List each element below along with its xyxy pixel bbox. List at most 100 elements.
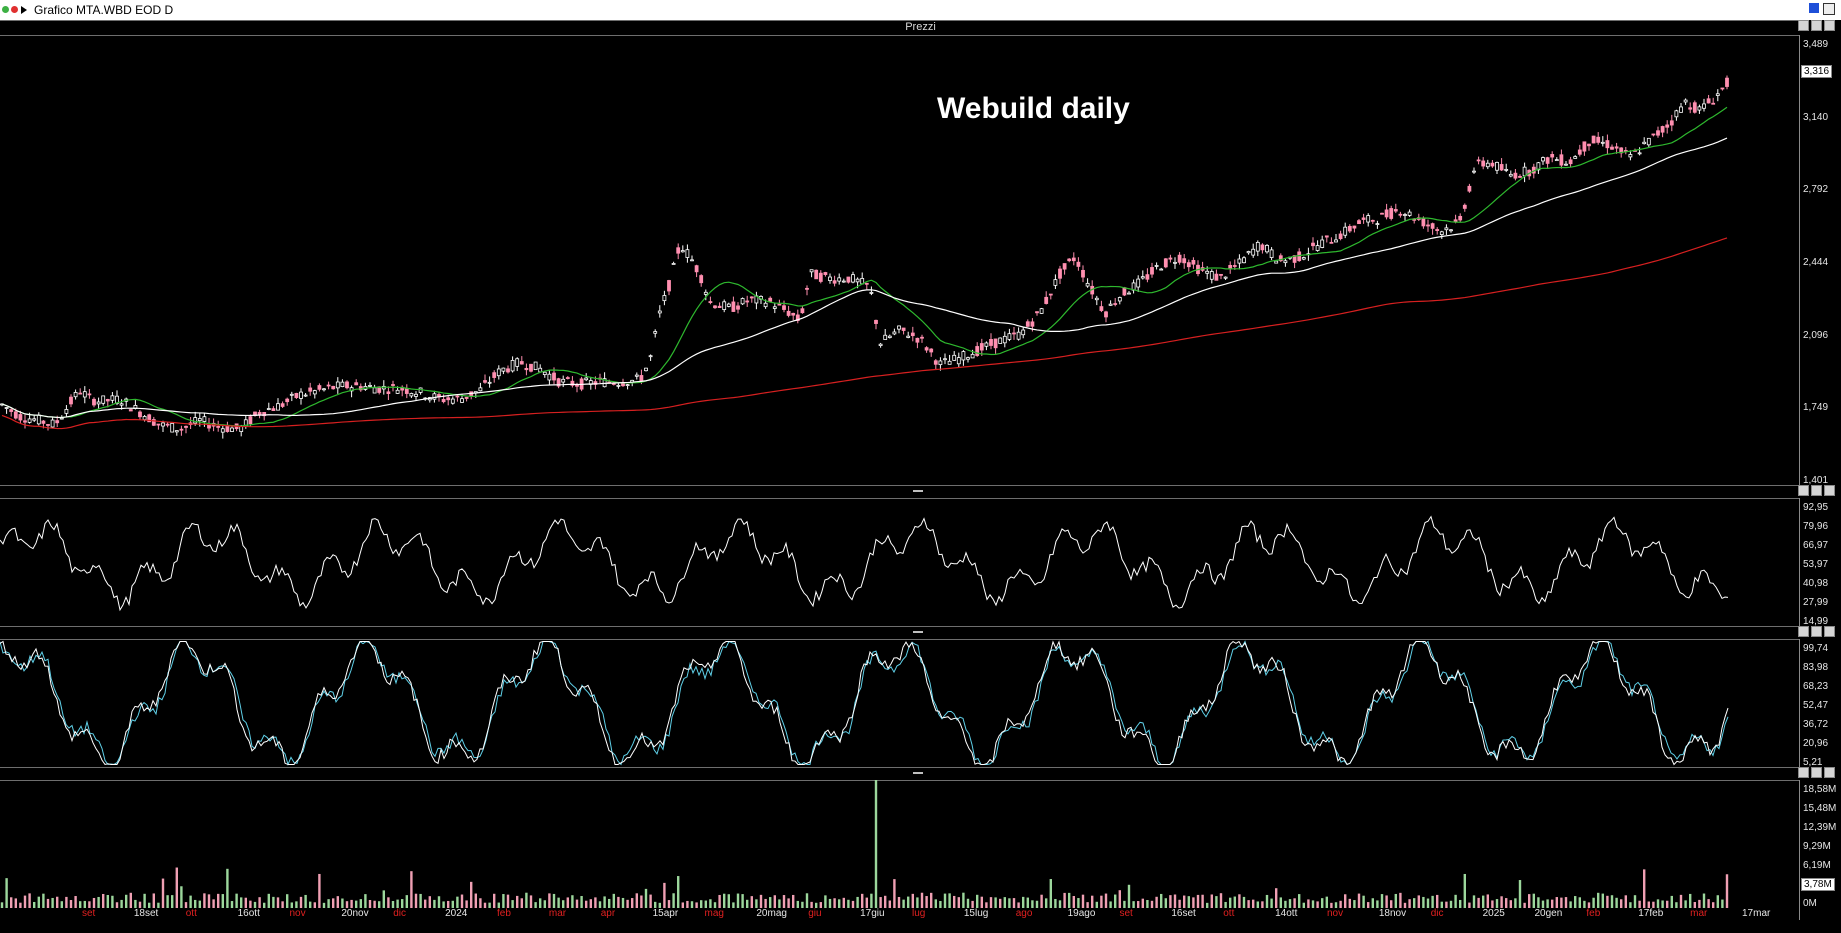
volume-bar bbox=[1486, 894, 1489, 908]
candle-body bbox=[184, 425, 188, 428]
restore-icon[interactable] bbox=[1811, 20, 1822, 31]
candle-body bbox=[910, 332, 915, 337]
close-icon[interactable] bbox=[1824, 20, 1835, 31]
maximize-icon[interactable] bbox=[1823, 3, 1835, 15]
candle-body bbox=[1683, 99, 1688, 103]
volume-bar bbox=[1666, 900, 1669, 908]
price-panel-winbtns-wrap bbox=[1798, 20, 1841, 34]
volume-bar bbox=[939, 901, 942, 908]
volume-plot[interactable] bbox=[0, 780, 1800, 908]
candle-body bbox=[809, 269, 814, 273]
candle-body bbox=[1481, 160, 1486, 167]
panel-separator-icon[interactable] bbox=[913, 631, 923, 633]
volume-bar bbox=[805, 893, 809, 908]
candle-body bbox=[1665, 124, 1670, 128]
minimize-icon[interactable] bbox=[1798, 20, 1809, 31]
restore-icon[interactable] bbox=[1811, 485, 1822, 496]
candle-body bbox=[331, 385, 336, 390]
green-dot-icon[interactable] bbox=[2, 6, 9, 13]
volume-bar bbox=[391, 901, 395, 908]
window-controls[interactable] bbox=[2, 4, 27, 16]
candle-body bbox=[1283, 260, 1288, 264]
volume-bar bbox=[1477, 897, 1480, 908]
candle-body bbox=[9, 409, 14, 412]
candle-body bbox=[271, 408, 276, 411]
volume-bar bbox=[966, 898, 970, 908]
candle-body bbox=[1430, 223, 1435, 229]
restore-icon[interactable] bbox=[1809, 3, 1819, 13]
candle-body bbox=[1444, 227, 1449, 231]
date-axis-label: apr bbox=[600, 908, 616, 919]
volume-tick-label: 12,39M bbox=[1803, 822, 1837, 833]
candle-body bbox=[906, 335, 911, 338]
candle-body bbox=[1660, 126, 1665, 133]
candle-body bbox=[18, 414, 23, 421]
restore-icon[interactable] bbox=[1811, 767, 1822, 778]
candle-body bbox=[1324, 235, 1329, 238]
chart-watermark-title: Webuild daily bbox=[937, 92, 1130, 125]
window-buttons[interactable] bbox=[1807, 3, 1837, 15]
stoch-plot[interactable] bbox=[0, 639, 1800, 767]
volume-bar bbox=[1440, 901, 1443, 908]
stoch-panel-header bbox=[0, 626, 1800, 640]
volume-bar bbox=[888, 900, 891, 908]
candle-body bbox=[1536, 162, 1541, 171]
volume-bar bbox=[1353, 900, 1356, 908]
volume-bar bbox=[203, 893, 206, 908]
candle-body bbox=[602, 378, 607, 388]
candle-body bbox=[13, 411, 18, 419]
candle-body bbox=[478, 387, 483, 392]
rsi-window-buttons[interactable] bbox=[1798, 485, 1835, 496]
date-axis-label: dic bbox=[393, 908, 407, 919]
minimize-icon[interactable] bbox=[1798, 626, 1809, 637]
volume-bar bbox=[810, 901, 813, 908]
volume-tick-label: 6,19M bbox=[1803, 860, 1831, 871]
volume-bar bbox=[263, 902, 266, 908]
close-icon[interactable] bbox=[1824, 626, 1835, 637]
candle-body bbox=[501, 367, 506, 372]
stoch-tick-label: 99,74 bbox=[1803, 643, 1829, 654]
candle-body bbox=[533, 361, 538, 371]
volume-bar bbox=[1068, 892, 1071, 908]
red-dot-icon[interactable] bbox=[11, 6, 18, 13]
candle-body bbox=[736, 305, 740, 310]
volume-bar bbox=[65, 896, 68, 908]
candle-body bbox=[220, 428, 225, 433]
volume-bar bbox=[1238, 894, 1241, 908]
minimize-icon[interactable] bbox=[1798, 767, 1809, 778]
close-icon[interactable] bbox=[1824, 767, 1835, 778]
volume-bar bbox=[189, 895, 192, 908]
close-icon[interactable] bbox=[1824, 485, 1835, 496]
play-icon[interactable] bbox=[21, 6, 27, 14]
stoch-window-buttons[interactable] bbox=[1798, 626, 1835, 637]
candle-body bbox=[1499, 164, 1504, 171]
rsi-line bbox=[0, 515, 1729, 612]
price-tick-label: 3,489 bbox=[1803, 39, 1829, 50]
volume-bar bbox=[111, 895, 114, 908]
volume-bar bbox=[207, 894, 211, 908]
candle-body bbox=[404, 388, 409, 394]
minimize-icon[interactable] bbox=[1798, 485, 1809, 496]
volume-bar bbox=[543, 900, 546, 908]
volume-bar bbox=[5, 878, 8, 908]
candle-body bbox=[446, 397, 451, 401]
price-plot[interactable] bbox=[0, 35, 1800, 485]
volume-window-buttons[interactable] bbox=[1798, 767, 1835, 778]
ma-short-line bbox=[1, 106, 1728, 427]
price-panel-window-buttons[interactable] bbox=[1798, 20, 1835, 31]
date-axis-label: mar bbox=[1690, 908, 1708, 919]
rsi-plot[interactable] bbox=[0, 498, 1800, 626]
panel-separator-icon[interactable] bbox=[913, 772, 923, 774]
volume-bar bbox=[1601, 893, 1604, 908]
candle-body bbox=[372, 387, 377, 394]
restore-icon[interactable] bbox=[1811, 626, 1822, 637]
volume-bar bbox=[447, 900, 450, 908]
volume-bar bbox=[1514, 898, 1517, 908]
volume-bar bbox=[1104, 893, 1108, 908]
panel-separator-icon[interactable] bbox=[913, 490, 923, 492]
candle-body bbox=[653, 331, 658, 334]
volume-bar bbox=[341, 898, 344, 908]
stoch-tick-label: 68,23 bbox=[1803, 681, 1829, 692]
candle-body bbox=[1485, 162, 1490, 168]
candle-body bbox=[703, 291, 708, 295]
